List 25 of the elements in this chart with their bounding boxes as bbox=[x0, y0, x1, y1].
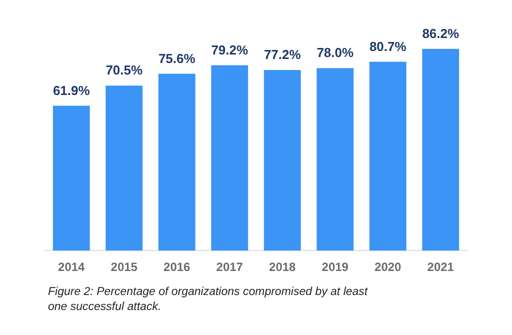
bar bbox=[316, 68, 354, 251]
data-label: 70.5% bbox=[106, 62, 143, 78]
x-tick-label: 2018 bbox=[269, 260, 296, 274]
bar bbox=[211, 65, 248, 251]
caption: Figure 2: Percentage of organizations compromised by at least one successful attack. bbox=[48, 285, 369, 315]
x-tick-label: 2021 bbox=[427, 260, 454, 274]
x-tick-label: 2015 bbox=[110, 260, 138, 274]
bar bbox=[264, 70, 301, 251]
data-label: 79.2% bbox=[211, 42, 248, 58]
x-tick-label: 2014 bbox=[58, 260, 86, 274]
x-tick-label: 2017 bbox=[216, 260, 244, 274]
bar bbox=[106, 86, 143, 251]
x-tick-label: 2016 bbox=[164, 260, 191, 274]
data-label: 77.2% bbox=[264, 47, 302, 62]
bar bbox=[369, 62, 406, 251]
bar bbox=[158, 74, 196, 251]
data-label: 78.0% bbox=[316, 45, 354, 60]
x-tick-label: 2020 bbox=[374, 260, 402, 274]
data-label: 86.2% bbox=[422, 26, 460, 41]
bar bbox=[422, 48, 460, 251]
data-label: 80.7% bbox=[369, 38, 407, 54]
data-label: 61.9% bbox=[52, 82, 90, 98]
bar bbox=[52, 106, 90, 251]
x-tick-label: 2019 bbox=[322, 260, 349, 274]
data-label: 75.6% bbox=[158, 50, 196, 66]
